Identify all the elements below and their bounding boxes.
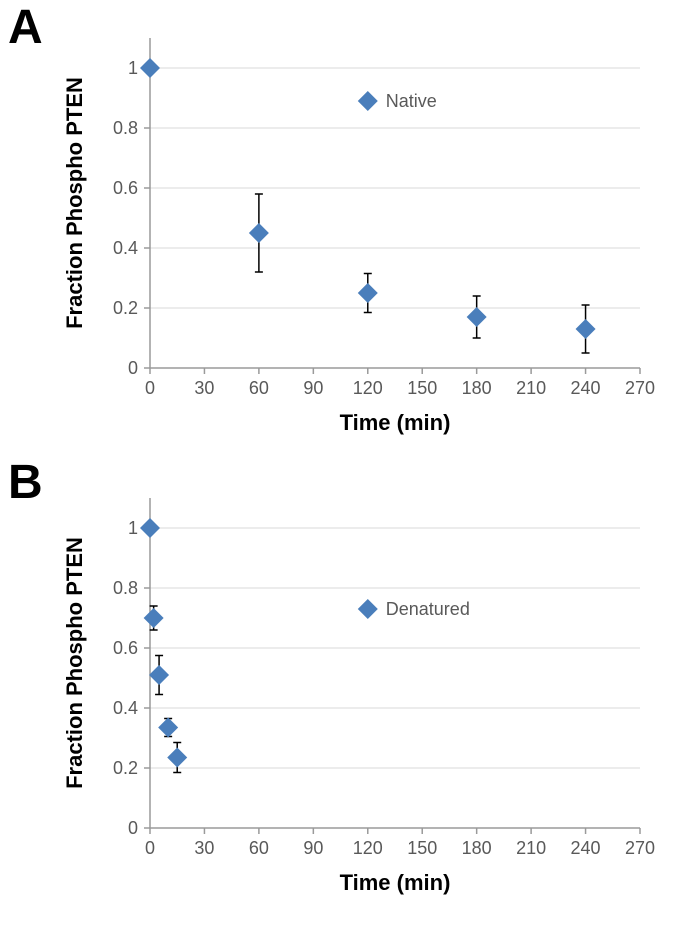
y-tick-label: 0.4: [113, 238, 138, 258]
y-tick-label: 1: [128, 518, 138, 538]
y-tick-label: 0.6: [113, 178, 138, 198]
x-tick-label: 180: [462, 378, 492, 398]
y-tick-label: 0: [128, 358, 138, 378]
x-tick-label: 60: [249, 838, 269, 858]
x-tick-label: 150: [407, 378, 437, 398]
x-tick-label: 0: [145, 378, 155, 398]
x-tick-label: 240: [571, 838, 601, 858]
panel-label-b: B: [8, 455, 43, 510]
x-tick-label: 270: [625, 838, 655, 858]
x-tick-label: 30: [194, 838, 214, 858]
chart-a: 0 30 60 90 120 150 180 210 240 270 0 0.2 0.4 0.6 0.8 1 T…: [60, 18, 660, 448]
x-tick-label: 210: [516, 838, 546, 858]
x-tick-label: 90: [303, 378, 323, 398]
chart-b: 0 30 60 90 120 150 180 210 240 270 0 0.2 0.4 0.6 0.8 1 T…: [60, 478, 660, 908]
x-tick-label: 120: [353, 378, 383, 398]
x-axis-label: Time (min): [340, 410, 451, 435]
legend-label: Denatured: [386, 599, 470, 619]
x-tick-label: 30: [194, 378, 214, 398]
x-axis-label: Time (min): [340, 870, 451, 895]
panel-label-a: A: [8, 0, 43, 55]
legend-label: Native: [386, 91, 437, 111]
x-tick-label: 60: [249, 378, 269, 398]
x-tick-label: 270: [625, 378, 655, 398]
x-tick-label: 180: [462, 838, 492, 858]
y-tick-label: 1: [128, 58, 138, 78]
y-tick-label: 0.2: [113, 298, 138, 318]
x-tick-label: 0: [145, 838, 155, 858]
x-tick-label: 210: [516, 378, 546, 398]
x-tick-label: 120: [353, 838, 383, 858]
x-tick-label: 240: [571, 378, 601, 398]
x-tick-label: 90: [303, 838, 323, 858]
y-tick-label: 0: [128, 818, 138, 838]
y-tick-label: 0.8: [113, 578, 138, 598]
y-axis-label: Fraction Phospho PTEN: [62, 537, 87, 789]
x-tick-label: 150: [407, 838, 437, 858]
y-tick-label: 0.2: [113, 758, 138, 778]
y-axis-label: Fraction Phospho PTEN: [62, 77, 87, 329]
figure-root: A 0 30 60 90 120 150 180 210 240 270 0 0.2 0.4 0.6 0.8…: [0, 0, 689, 931]
y-tick-label: 0.4: [113, 698, 138, 718]
y-tick-label: 0.6: [113, 638, 138, 658]
y-tick-label: 0.8: [113, 118, 138, 138]
